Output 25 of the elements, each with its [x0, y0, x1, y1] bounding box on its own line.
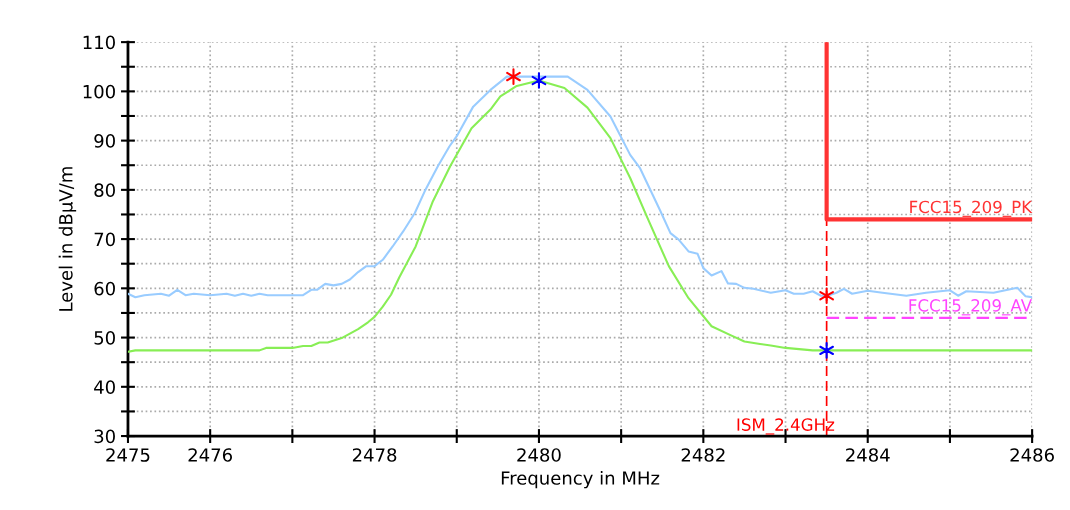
x-tick-label: 2476 [188, 448, 233, 462]
y-tick-label: 30 [94, 429, 115, 444]
x-tick-label: 2484 [846, 448, 890, 462]
y-tick-label: 90 [94, 134, 115, 148]
point [819, 342, 834, 359]
x-tick-label: 2475 [106, 448, 150, 462]
ref-line-label: ISM_2.4GHz [737, 418, 835, 435]
point [506, 68, 521, 85]
x-tick-label: 2478 [352, 448, 397, 462]
y-tick-label: 100 [83, 84, 115, 99]
point [531, 72, 547, 89]
point [819, 287, 834, 305]
x-tick-label: 2486 [1010, 448, 1054, 462]
y-tick-label: 110 [83, 35, 115, 50]
y-tick-label: 50 [94, 331, 115, 345]
x-tick-label: 2482 [681, 448, 725, 462]
series-label: FCC15_209_PK [910, 200, 1033, 217]
y-axis-title: Level in dBµV/m [58, 167, 77, 311]
y-tick-label: 60 [94, 281, 115, 296]
series-label: FCC15_209_AV [909, 299, 1032, 316]
x-axis-title: Frequency in MHz [501, 470, 660, 489]
x-tick-label: 2480 [517, 448, 561, 462]
y-tick-label: 80 [94, 183, 115, 197]
y-tick-label: 40 [94, 380, 115, 394]
y-tick-label: 70 [94, 232, 115, 247]
